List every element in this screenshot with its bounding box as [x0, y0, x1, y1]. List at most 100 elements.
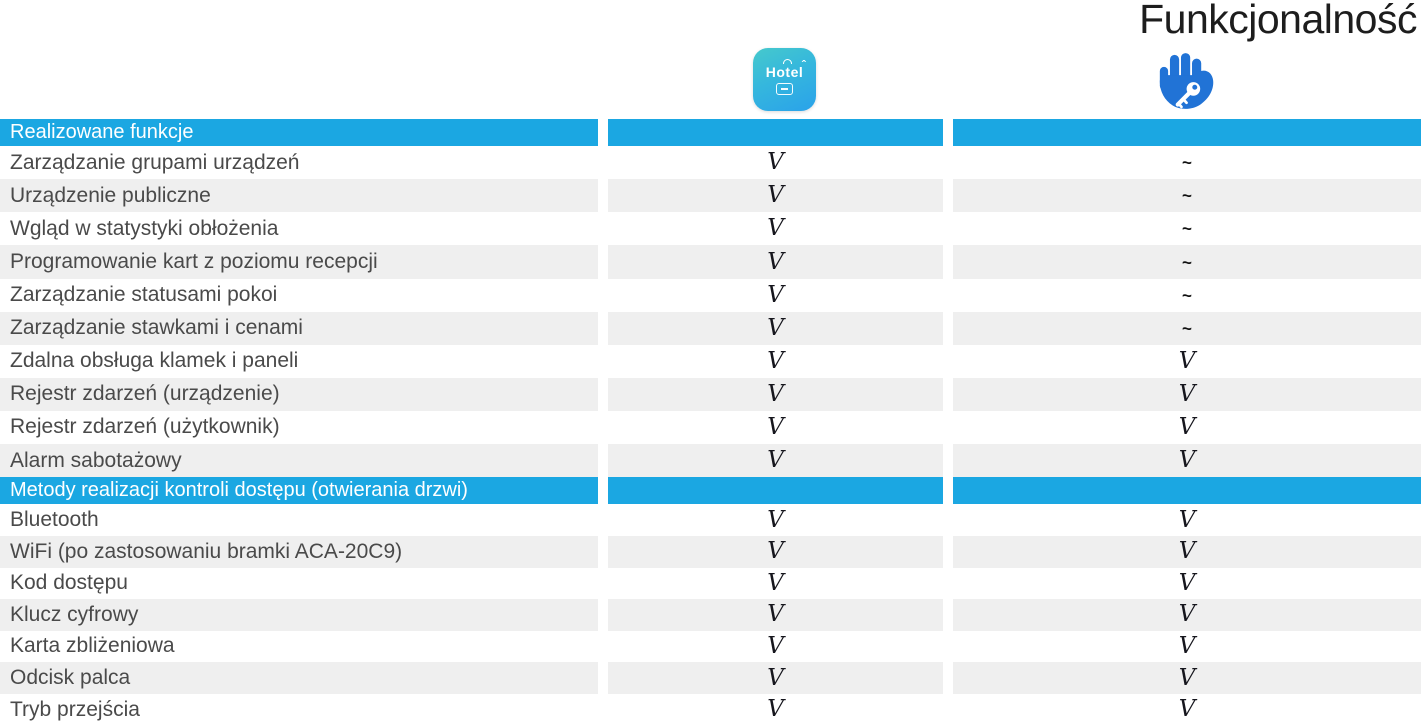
dash-mark: ~: [1182, 318, 1192, 338]
cell-hand-key: V: [953, 567, 1421, 600]
column-gap: [598, 311, 608, 345]
roof-accent-icon: ˆ: [801, 57, 807, 72]
feature-row: Programowanie kart z poziomu recepcji V ~: [0, 245, 1421, 279]
check-mark: V: [767, 215, 784, 242]
check-mark: V: [767, 347, 784, 374]
cell-hotel-app: V: [608, 693, 943, 726]
cell-hotel-app: V: [608, 410, 943, 445]
check-mark: V: [767, 413, 784, 440]
column-gap: [598, 444, 608, 478]
column-gap: [943, 146, 953, 180]
column-gap: [598, 146, 608, 180]
cell-hotel-app: V: [608, 535, 943, 568]
feature-label: Klucz cyfrowy: [0, 599, 598, 631]
feature-label: Zarządzanie statusami pokoi: [0, 278, 598, 312]
dash-mark: ~: [1182, 186, 1192, 206]
column-gap: [943, 630, 953, 663]
column-gap: [598, 377, 608, 411]
check-mark: V: [1178, 447, 1196, 474]
feature-label: Kod dostępu: [0, 567, 598, 600]
column-gap: [598, 477, 608, 505]
comparison-table: Realizowane funkcje Zarządzanie grupami u…: [0, 119, 1421, 726]
column-gap: [598, 119, 608, 147]
column-gap: [598, 693, 608, 726]
feature-row: Klucz cyfrowy V V: [0, 599, 1421, 631]
feature-row: Karta zbliżeniowa V V: [0, 630, 1421, 663]
column-gap: [943, 245, 953, 279]
check-mark: V: [767, 569, 784, 596]
section-header-cell-hotel-app: [608, 119, 943, 147]
screen-icon: [776, 82, 793, 95]
section-header-row: Realizowane funkcje: [0, 119, 1421, 147]
cell-hotel-app: V: [608, 278, 943, 312]
cell-hand-key: V: [953, 344, 1421, 378]
column-gap: [598, 567, 608, 600]
check-mark: V: [1178, 601, 1196, 628]
section-header-row: Metody realizacji kontroli dostępu (otwi…: [0, 477, 1421, 505]
feature-label: Urządzenie publiczne: [0, 179, 598, 213]
check-mark: V: [1178, 538, 1196, 565]
cell-hotel-app: V: [608, 245, 943, 279]
cell-hand-key: V: [953, 662, 1421, 694]
feature-label: Programowanie kart z poziomu recepcji: [0, 245, 598, 279]
feature-label: Zdalna obsługa klamek i paneli: [0, 344, 598, 378]
cell-hand-key: ~: [953, 245, 1421, 279]
column-gap: [943, 504, 953, 536]
column-gap: [598, 535, 608, 568]
check-mark: V: [767, 506, 784, 533]
feature-row: Tryb przejścia V V: [0, 693, 1421, 726]
check-mark: V: [1178, 380, 1196, 407]
cell-hand-key: V: [953, 410, 1421, 445]
check-mark: V: [767, 632, 784, 659]
cell-hand-key: V: [953, 693, 1421, 726]
feature-row: Kod dostępu V V: [0, 567, 1421, 600]
section-header-cell-hand-key: [953, 119, 1421, 147]
check-mark: V: [767, 538, 784, 565]
column-gap: [598, 278, 608, 312]
feature-row: Rejestr zdarzeń (urządzenie) V V: [0, 377, 1421, 411]
feature-label: Zarządzanie grupami urządzeń: [0, 146, 598, 180]
check-mark: V: [1178, 696, 1196, 723]
column-gap: [598, 410, 608, 445]
cell-hotel-app: V: [608, 146, 943, 180]
cell-hotel-app: V: [608, 212, 943, 246]
column-gap: [598, 344, 608, 378]
cell-hand-key: ~: [953, 212, 1421, 246]
cell-hotel-app: V: [608, 599, 943, 631]
column-gap: [943, 535, 953, 568]
cell-hand-key: V: [953, 504, 1421, 536]
feature-label: Karta zbliżeniowa: [0, 630, 598, 663]
column-gap: [943, 567, 953, 600]
feature-row: Zarządzanie statusami pokoi V ~: [0, 278, 1421, 312]
feature-label: Wgląd w statystyki obłożenia: [0, 212, 598, 246]
cell-hand-key: ~: [953, 146, 1421, 180]
dash-mark: ~: [1182, 252, 1192, 272]
check-mark: V: [767, 281, 784, 308]
column-gap: [943, 119, 953, 147]
check-mark: V: [767, 314, 784, 341]
feature-label: WiFi (po zastosowaniu bramki ACA-20C9): [0, 535, 598, 568]
wifi-arc-icon: [782, 58, 792, 64]
feature-label: Odcisk palca: [0, 662, 598, 694]
check-mark: V: [767, 182, 784, 209]
section-header-cell-hand-key: [953, 477, 1421, 505]
hotel-app-icon-label: Hotel ˆ: [765, 57, 807, 80]
feature-row: Urządzenie publiczne V ~: [0, 179, 1421, 213]
feature-row: Zarządzanie grupami urządzeń V ~: [0, 146, 1421, 180]
hotel-app-icon: Hotel ˆ: [753, 48, 816, 111]
feature-row: WiFi (po zastosowaniu bramki ACA-20C9) V V: [0, 535, 1421, 568]
cell-hand-key: V: [953, 599, 1421, 631]
feature-row: Alarm sabotażowy V V: [0, 444, 1421, 478]
cell-hotel-app: V: [608, 504, 943, 536]
check-mark: V: [1178, 413, 1196, 440]
screen-icon-detail: [781, 87, 788, 90]
feature-label: Tryb przejścia: [0, 693, 598, 726]
cell-hotel-app: V: [608, 444, 943, 478]
column-gap: [943, 212, 953, 246]
cell-hand-key: ~: [953, 311, 1421, 345]
check-mark: V: [1178, 569, 1196, 596]
column-gap: [943, 278, 953, 312]
check-mark: V: [767, 696, 784, 723]
feature-row: Wgląd w statystyki obłożenia V ~: [0, 212, 1421, 246]
